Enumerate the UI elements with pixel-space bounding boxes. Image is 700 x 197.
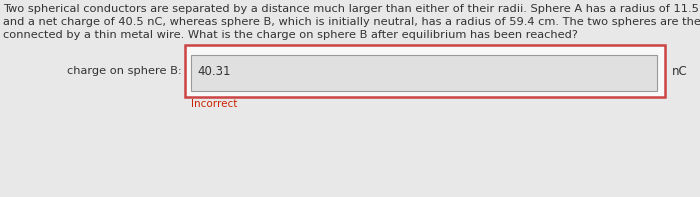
Text: Two spherical conductors are separated by a distance much larger than either of : Two spherical conductors are separated b…	[3, 4, 700, 14]
FancyBboxPatch shape	[191, 55, 657, 91]
Text: nC: nC	[672, 64, 687, 77]
Text: charge on sphere B:: charge on sphere B:	[67, 66, 182, 76]
Text: connected by a thin metal wire. What is the charge on sphere B after equilibrium: connected by a thin metal wire. What is …	[3, 30, 578, 40]
Text: Incorrect: Incorrect	[191, 99, 237, 109]
FancyBboxPatch shape	[185, 45, 665, 97]
Text: 40.31: 40.31	[197, 64, 230, 77]
Text: and a net charge of 40.5 nC, whereas sphere B, which is initially neutral, has a: and a net charge of 40.5 nC, whereas sph…	[3, 17, 700, 27]
